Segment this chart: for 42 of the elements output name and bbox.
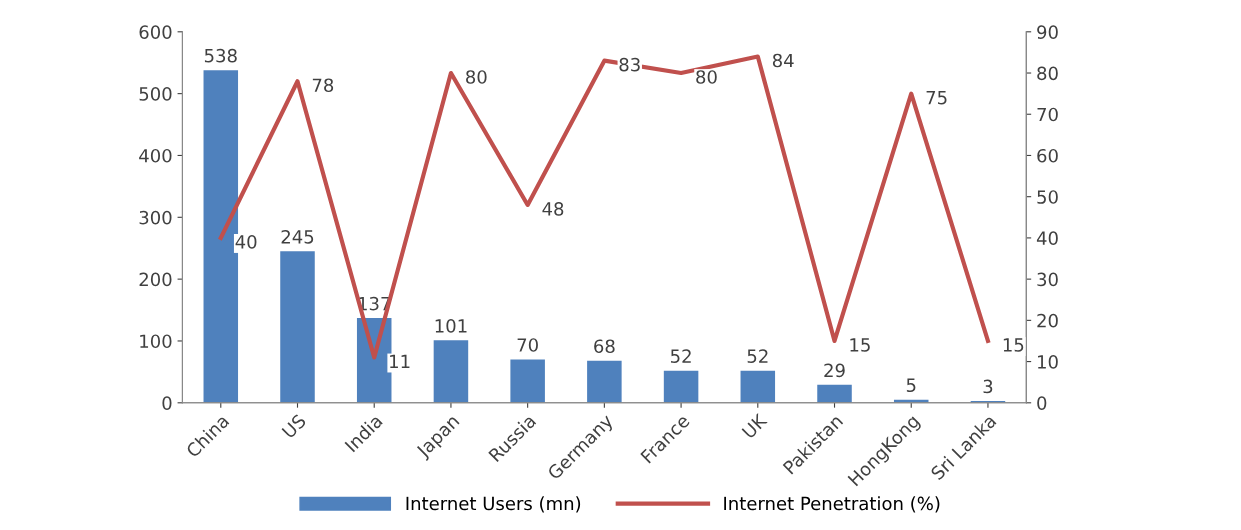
data-label: 75 [926,91,947,105]
legend-label: Internet Users (mn) [406,496,581,513]
y-tick-label: 400 [139,148,172,163]
x-tick-label: UK [741,412,768,440]
y2-tick-label: 40 [1036,231,1058,246]
data-label: 101 [435,319,467,333]
data-label: 29 [824,363,845,378]
y2-tick-label: 30 [1037,272,1058,287]
data-label: 48 [542,202,564,216]
data-label: 83 [619,57,640,72]
data-label: 11 [390,354,410,368]
data-label: 245 [281,229,314,244]
y2-tick-label: 80 [1037,66,1058,81]
y-tick-label: 200 [139,272,172,287]
y2-tick-label: 20 [1037,313,1058,328]
data-label: 538 [204,48,237,63]
y2-tick-label: 10 [1038,355,1058,369]
data-label: 5 [906,378,916,393]
data-label: 80 [696,70,717,84]
y2-tick-label: 70 [1037,107,1058,122]
data-label: 3 [983,379,993,394]
y2-tick-label: 90 [1037,25,1058,39]
data-label: 40 [235,235,257,249]
data-label: 68 [594,339,615,354]
y-tick-label: 300 [139,210,172,225]
y2-tick-label: 50 [1037,190,1058,204]
data-label: 52 [670,349,691,363]
y2-tick-label: 0 [1037,396,1047,410]
y-tick-label: 600 [139,25,172,39]
data-label: 84 [772,53,794,68]
y-tick-label: 500 [139,87,172,101]
data-label: 80 [466,70,487,84]
y-tick-label: 0 [162,396,172,410]
data-label: 52 [747,349,768,363]
y-tick-label: 100 [140,334,172,349]
data-label: 78 [312,78,334,93]
y2-tick-label: 60 [1037,148,1058,163]
data-label: 15 [850,338,870,352]
legend-label: Internet Penetration (%) [724,496,940,513]
data-label: 15 [1003,338,1024,352]
data-label: 70 [517,338,538,352]
x-tick-label: US [281,413,307,439]
